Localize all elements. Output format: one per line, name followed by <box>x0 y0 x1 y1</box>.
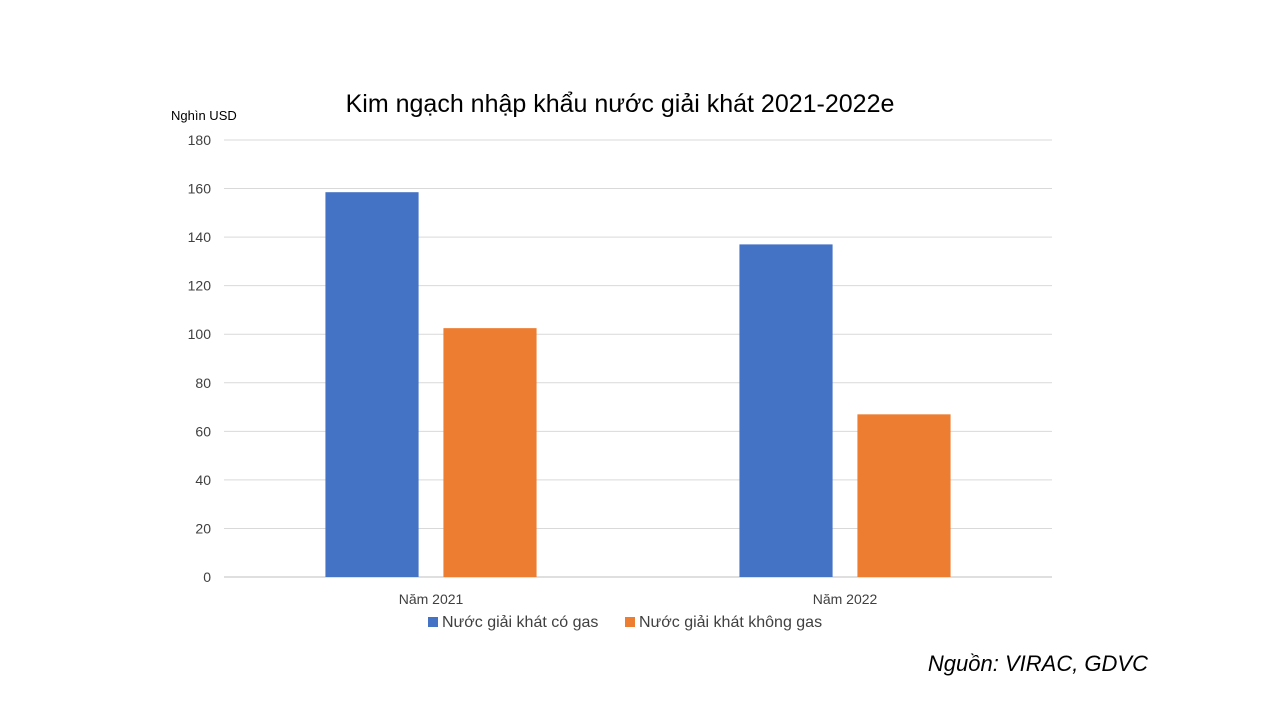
legend-swatch <box>428 617 438 627</box>
legend-label: Nước giải khát không gas <box>639 614 822 631</box>
y-axis-ticks: 0 20 40 60 80 100 120 140 160 180 <box>188 132 212 585</box>
bar-khong-gas-2 <box>857 414 951 577</box>
y-tick-label: 140 <box>188 229 212 245</box>
bars <box>325 192 951 578</box>
x-category-label: Năm 2022 <box>813 591 878 607</box>
y-tick-label: 100 <box>188 326 212 342</box>
legend-label: Nước giải khát có gas <box>442 614 598 631</box>
chart-title: Kim ngạch nhập khẩu nước giải khát 2021-… <box>346 90 895 118</box>
y-tick-label: 160 <box>188 181 212 197</box>
y-tick-label: 0 <box>203 569 211 585</box>
y-tick-label: 120 <box>188 278 212 294</box>
bar-khong-gas-1 <box>443 328 537 577</box>
y-tick-label: 20 <box>195 520 211 536</box>
y-tick-label: 40 <box>195 472 211 488</box>
bar-co-gas-1 <box>325 192 419 578</box>
x-axis-categories: Năm 2021 Năm 2022 <box>399 591 878 607</box>
legend-swatch <box>625 617 635 627</box>
y-tick-label: 60 <box>195 423 211 439</box>
y-tick-label: 180 <box>188 132 212 148</box>
y-axis-unit-label: Nghìn USD <box>171 108 237 123</box>
legend: Nước giải khát có gas Nước giải khát khôn… <box>428 614 822 631</box>
bar-co-gas-2 <box>739 244 833 577</box>
source-note: Nguồn: VIRAC, GDVC <box>928 651 1148 676</box>
x-category-label: Năm 2021 <box>399 591 464 607</box>
y-tick-label: 80 <box>195 375 211 391</box>
